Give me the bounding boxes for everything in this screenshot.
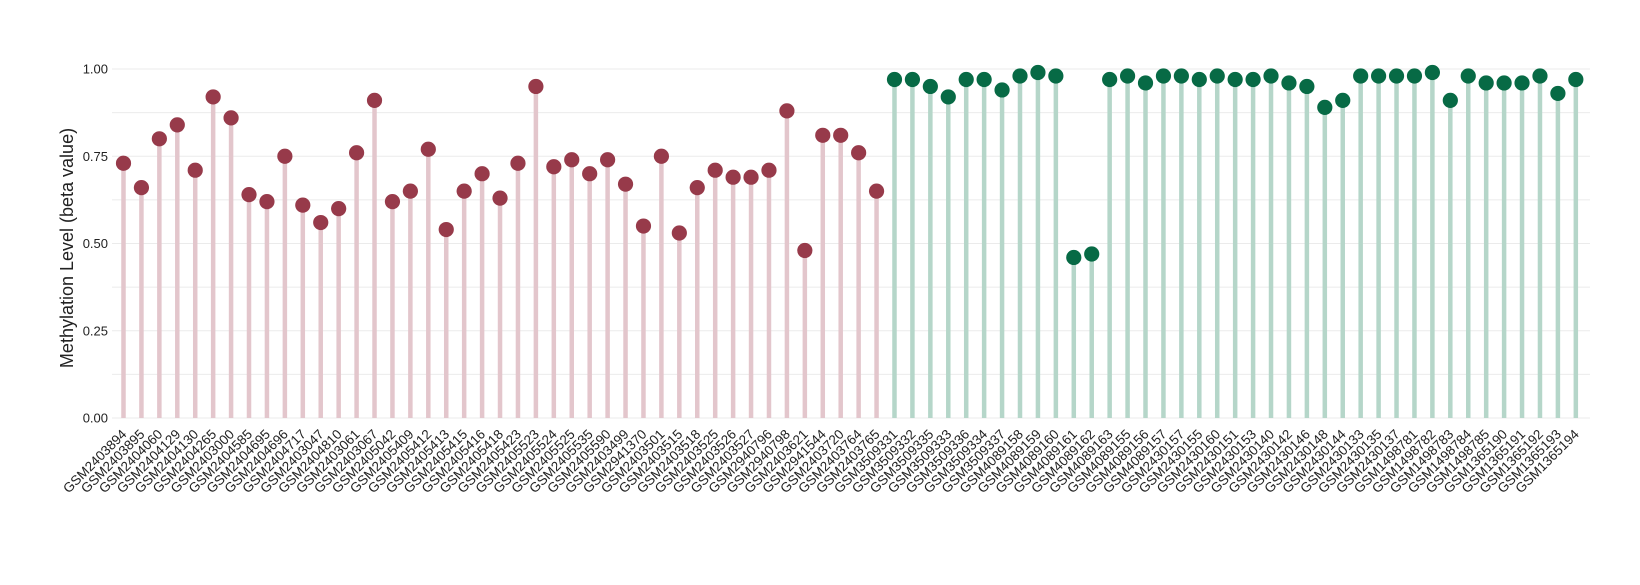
data-point <box>528 78 544 95</box>
gridlines <box>112 68 1590 419</box>
x-axis-ticks: GSM2403894GSM2403895GSM2404060GSM2404129… <box>60 426 1582 496</box>
data-point <box>510 155 526 171</box>
data-point <box>994 82 1010 98</box>
data-point <box>725 169 741 185</box>
data-point <box>1227 71 1243 88</box>
data-point <box>1173 68 1189 84</box>
data-point <box>833 127 849 143</box>
data-point <box>617 176 634 192</box>
data-point <box>151 131 167 147</box>
y-axis-ticks: 0.00 0.25 0.50 0.75 1.00 <box>83 62 108 426</box>
data-point <box>420 141 436 157</box>
data-point <box>384 194 401 210</box>
y-axis-label: Methylation Level (beta value) <box>57 128 77 368</box>
data-point <box>277 148 293 164</box>
data-point <box>259 194 275 210</box>
data-point <box>797 242 813 259</box>
data-point <box>133 180 150 196</box>
data-point <box>1245 71 1261 88</box>
y-tick-label: 0.00 <box>83 411 108 426</box>
data-point <box>707 162 723 178</box>
data-point <box>1335 92 1351 109</box>
data-point <box>1281 75 1297 91</box>
data-point <box>546 159 562 175</box>
data-point <box>1388 68 1405 84</box>
data-point <box>1066 249 1082 266</box>
data-point <box>492 190 508 206</box>
data-point <box>1299 78 1315 95</box>
data-point <box>456 183 472 199</box>
data-point <box>564 152 580 168</box>
data-point <box>779 103 795 119</box>
data-point <box>1030 64 1046 81</box>
data-point <box>205 89 221 105</box>
data-point <box>904 71 921 88</box>
data-point <box>1406 68 1423 84</box>
stems <box>121 72 1579 418</box>
data-point <box>1119 68 1136 84</box>
data-point <box>1514 75 1530 91</box>
y-tick-label: 0.50 <box>83 236 108 251</box>
data-point <box>600 152 616 168</box>
data-point <box>689 180 705 196</box>
data-point <box>331 201 347 217</box>
data-point <box>1084 246 1100 262</box>
data-point <box>1137 75 1154 91</box>
data-point <box>366 92 383 109</box>
data-point <box>671 225 687 241</box>
data-point <box>815 127 831 143</box>
data-point <box>958 71 974 88</box>
data-point <box>1209 68 1225 84</box>
data-point <box>886 71 903 88</box>
data-point <box>1048 68 1064 84</box>
data-point <box>1496 75 1512 91</box>
data-point <box>1442 92 1458 109</box>
data-point <box>1424 64 1440 81</box>
data-point <box>1191 71 1207 88</box>
data-point <box>1371 68 1387 84</box>
data-point <box>868 183 885 199</box>
y-tick-label: 0.75 <box>83 149 108 164</box>
y-tick-label: 1.00 <box>83 62 108 77</box>
data-point <box>438 221 454 238</box>
data-point <box>187 162 203 178</box>
data-point <box>743 169 759 185</box>
data-point <box>474 166 490 182</box>
y-tick-label: 0.25 <box>83 323 108 338</box>
data-point <box>313 214 329 231</box>
data-point <box>1550 85 1566 102</box>
data-point <box>922 78 938 95</box>
data-point <box>1568 71 1584 88</box>
data-point <box>1353 68 1369 84</box>
data-point <box>241 187 257 203</box>
data-point <box>761 162 777 178</box>
data-point <box>402 183 418 199</box>
data-point <box>582 166 598 182</box>
data-point <box>1460 68 1476 84</box>
data-point <box>115 155 132 171</box>
data-point <box>1263 68 1279 84</box>
data-point <box>940 89 956 105</box>
data-point <box>295 197 311 213</box>
data-point <box>976 71 992 88</box>
data-point <box>635 218 652 234</box>
data-point <box>1012 68 1028 84</box>
data-point <box>1317 99 1333 115</box>
data-point <box>1155 68 1172 84</box>
data-point <box>1478 75 1494 91</box>
data-point <box>223 110 239 126</box>
data-point <box>851 145 867 161</box>
data-point <box>169 117 185 133</box>
data-point <box>1532 68 1548 84</box>
data-point <box>1102 71 1118 88</box>
points <box>115 64 1584 266</box>
data-point <box>348 145 365 161</box>
data-point <box>653 148 670 164</box>
